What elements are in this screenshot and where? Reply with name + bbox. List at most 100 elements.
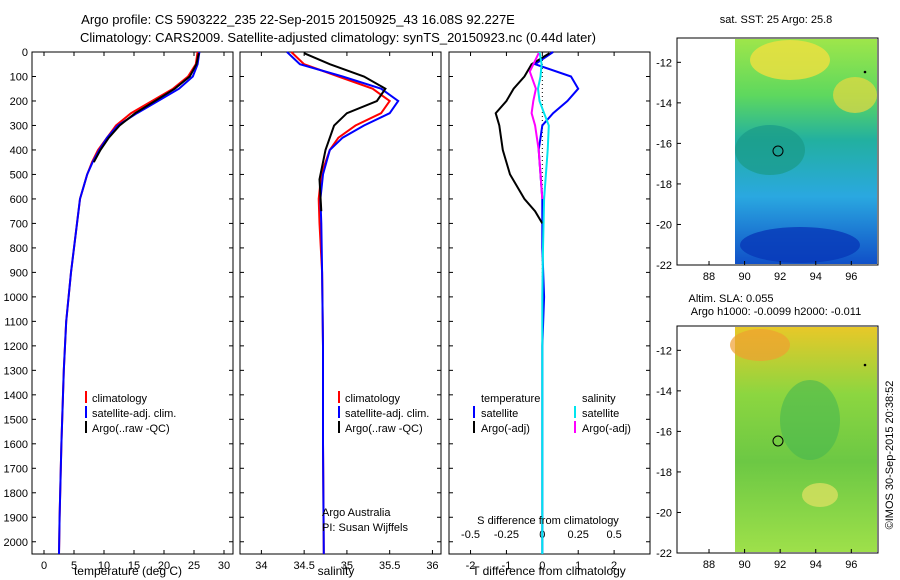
x-tick-label: 35.5 (379, 560, 400, 572)
series-line-satellite-adj-clim- (58, 51, 201, 555)
x-tick-label: 2 (611, 560, 617, 572)
depth-tick-label: 1000 (4, 292, 28, 304)
sst-track-dot (863, 70, 867, 74)
top-x-tick-label: 0.25 (568, 529, 589, 541)
top-x-tick-label: 0.5 (606, 529, 621, 541)
legend-label: Argo(..raw -QC) (92, 423, 170, 435)
series-line-climatology (58, 51, 199, 555)
header-line1: Argo profile: CS 5903222_235 22-Sep-2015… (81, 12, 515, 27)
temperature-xlabel: temperature (deg C) (74, 564, 182, 578)
sla-track-dot (863, 363, 867, 367)
map-x-tick-label: 94 (810, 271, 822, 283)
map-y-tick-label: -14 (656, 98, 672, 110)
temperature-panel-frame (31, 51, 234, 555)
legend-header-temperature: temperature (481, 393, 540, 405)
sst-float-marker (772, 145, 784, 157)
depth-tick-label: 1800 (4, 488, 28, 500)
sla-float-marker (772, 435, 784, 447)
map-y-tick-label: -12 (656, 345, 672, 357)
depth-tick-label: 1400 (4, 390, 28, 402)
map-x-tick-label: 96 (845, 271, 857, 283)
map-y-tick-label: -16 (656, 426, 672, 438)
map-x-tick-label: 90 (738, 559, 750, 571)
temperature-axes: 0100200300400500600700800900100011001200… (4, 47, 233, 572)
difference-legend: temperature salinity satellite Argo(-adj… (473, 393, 631, 435)
series-line-salinity-satellite (536, 51, 550, 554)
series-line-climatology (290, 51, 392, 555)
map-y-tick-label: -16 (656, 138, 672, 150)
series-line-satellite-adj-clim- (286, 51, 400, 555)
depth-tick-label: 300 (10, 120, 28, 132)
legend-label: satellite (481, 408, 518, 420)
sst-warm-patch (833, 77, 877, 113)
depth-tick-label: 400 (10, 145, 28, 157)
x-tick-label: 1 (575, 560, 581, 572)
depth-tick-label: 200 (10, 96, 28, 108)
depth-tick-label: 1300 (4, 365, 28, 377)
map-y-tick-label: -18 (656, 179, 672, 191)
x-tick-label: 15 (128, 560, 140, 572)
legend-label: satellite (582, 408, 619, 420)
legend-label: Argo(-adj) (481, 423, 530, 435)
footer-stamp: ©IMOS 30-Sep-2015 20:38:52 (884, 381, 896, 530)
sst-map-title: sat. SST: 25 Argo: 25.8 (720, 14, 833, 26)
map-x-tick-label: 94 (810, 559, 822, 571)
x-tick-label: -2 (466, 560, 476, 572)
map-y-tick-label: -14 (656, 386, 672, 398)
x-tick-label: 34 (255, 560, 267, 572)
depth-tick-label: 1700 (4, 463, 28, 475)
depth-tick-label: 1100 (4, 316, 28, 328)
series-line-argo-raw-qc- (92, 52, 200, 163)
salinity-panel-frame (239, 51, 442, 555)
legend-label: Argo(..raw -QC) (345, 423, 423, 435)
depth-tick-label: 1600 (4, 439, 28, 451)
depth-tick-label: 2000 (4, 537, 28, 549)
sla-map-subtitle: Argo h1000: -0.0099 h2000: -0.011 (691, 306, 861, 318)
salinity-xlabel: salinity (318, 564, 355, 578)
depth-tick-label: 1900 (4, 512, 28, 524)
map-y-tick-label: -18 (656, 467, 672, 479)
map-x-tick-label: 92 (774, 271, 786, 283)
map-x-tick-label: 92 (774, 559, 786, 571)
difference-xlabel: T difference from climatology (472, 564, 626, 578)
x-tick-label: 0 (539, 560, 545, 572)
map-x-tick-label: 88 (703, 559, 715, 571)
x-tick-label: 0 (41, 560, 47, 572)
map-x-tick-label: 90 (738, 271, 750, 283)
difference-panel-frame (448, 51, 651, 555)
depth-tick-label: 100 (10, 71, 28, 83)
difference-axes: -2 -1 0 1 2-0.5 -0.25 0 0.25 0.5 (449, 51, 650, 572)
x-tick-label: 36 (426, 560, 438, 572)
map-y-tick-label: -22 (656, 260, 672, 272)
map-x-tick-label: 96 (845, 559, 857, 571)
map-y-tick-label: -20 (656, 507, 672, 519)
sla-high-patch (730, 329, 790, 361)
header-line2: Climatology: CARS2009. Satellite-adjuste… (80, 30, 596, 45)
salinity-legend: climatology satellite-adj. clim. Argo(..… (322, 391, 429, 534)
depth-tick-label: 700 (10, 218, 28, 230)
sst-warm-patch (750, 40, 830, 80)
annotation-argo-australia: Argo Australia (322, 507, 391, 519)
annotation-pi: PI: Susan Wijffels (322, 522, 408, 534)
legend-label: Argo(-adj) (582, 423, 631, 435)
depth-tick-label: 1500 (4, 414, 28, 426)
legend-label: climatology (345, 393, 401, 405)
map-x-tick-label: 88 (703, 271, 715, 283)
depth-tick-label: 500 (10, 169, 28, 181)
sst-cool-patch (735, 125, 805, 175)
depth-tick-label: 800 (10, 243, 28, 255)
x-tick-label: 5 (71, 560, 77, 572)
sst-map: 88 90 92 94 96 -12 -14 -16 -18 -20 -22 (656, 37, 879, 283)
depth-tick-label: 900 (10, 267, 28, 279)
depth-tick-label: 600 (10, 194, 28, 206)
sla-map: 88 90 92 94 96 -12 -14 -16 -18 -20 -22 (656, 325, 879, 571)
difference-top-xlabel: S difference from climatology (477, 515, 619, 527)
map-y-tick-label: -20 (656, 219, 672, 231)
series-line-argo-raw-qc- (303, 52, 387, 212)
x-tick-label: 30 (218, 560, 230, 572)
x-tick-label: -1 (502, 560, 512, 572)
x-tick-label: 35 (341, 560, 353, 572)
legend-label: satellite-adj. clim. (92, 408, 176, 420)
legend-label: satellite-adj. clim. (345, 408, 429, 420)
